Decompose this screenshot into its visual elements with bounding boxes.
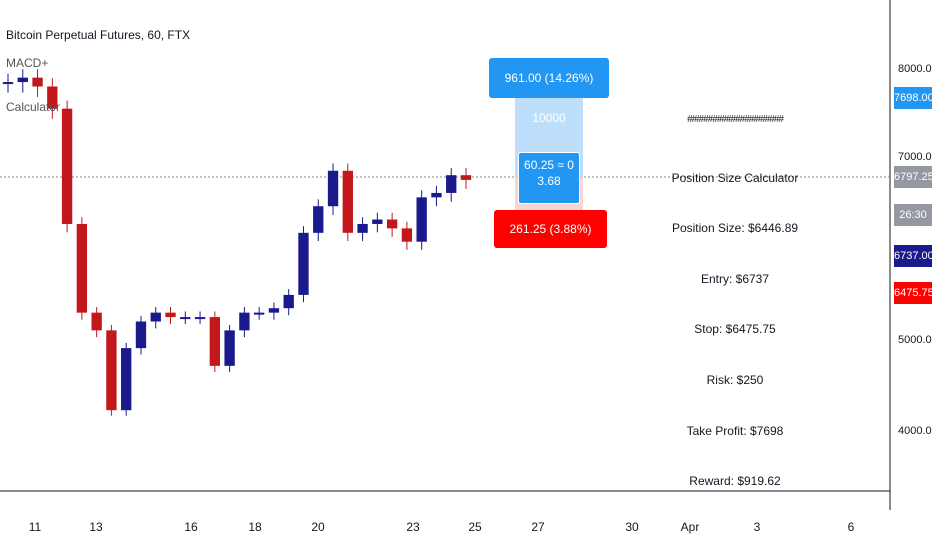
time-label-27: 27: [531, 520, 545, 534]
candle-body: [253, 312, 265, 315]
candle-body: [431, 192, 442, 198]
countdown-tag: 26:30: [894, 204, 932, 226]
target-price-tag: 7698.00: [894, 87, 932, 109]
candle-body: [327, 170, 339, 207]
price-label-5000: 5000.00: [898, 334, 932, 346]
candle-body: [76, 223, 88, 313]
time-label-25: 25: [468, 520, 482, 534]
candle-body: [416, 197, 427, 242]
candle-body: [32, 77, 43, 87]
candle-body: [2, 82, 14, 85]
calculator-stop: Stop: $6475.75: [694, 322, 776, 336]
calculator-hash-line: #####################: [687, 114, 784, 125]
candle-body: [91, 312, 102, 331]
candle-body: [342, 170, 353, 233]
time-label-13: 13: [89, 520, 103, 534]
calculator-take-profit: Take Profit: $7698: [686, 424, 784, 438]
candle-body: [239, 312, 250, 331]
stop-price-tag: 6475.75: [894, 282, 932, 304]
candle-body: [268, 308, 280, 313]
time-label-16: 16: [184, 520, 198, 534]
candle-body: [209, 317, 221, 366]
time-label-18: 18: [248, 520, 262, 534]
indicator-calculator-label[interactable]: Calculator: [6, 100, 61, 114]
position-center-line2: 3.68: [537, 174, 561, 188]
candle-body: [61, 108, 73, 224]
candle-body: [106, 330, 117, 411]
stop-label[interactable]: 261.25 (3.88%) 10000: [494, 210, 607, 274]
candle-body: [283, 294, 294, 309]
time-label-11: 11: [28, 520, 42, 534]
candle-body: [401, 228, 413, 242]
candle-body: [150, 312, 161, 322]
entry-price-tag: 6737.00: [894, 245, 932, 267]
price-label-7000: 7000.00: [898, 151, 932, 163]
time-label-20: 20: [311, 520, 325, 534]
indicator-macd-label[interactable]: MACD+: [6, 56, 49, 70]
calculator-position-size: Position Size: $6446.89: [671, 221, 799, 235]
calculator-risk: Risk: $250: [706, 373, 764, 387]
candle-body: [194, 317, 206, 320]
candle-body: [180, 317, 191, 320]
calculator-heading: Position Size Calculator: [671, 171, 799, 185]
time-label-3: 3: [753, 520, 761, 534]
position-center-line1: 60.25 ≈ 0: [524, 158, 574, 172]
calculator-entry: Entry: $6737: [700, 272, 770, 286]
time-label-23: 23: [406, 520, 420, 534]
calculator-reward: Reward: $919.62: [689, 474, 781, 488]
candle-body: [313, 206, 324, 233]
candle-body: [165, 312, 176, 318]
candle-body: [357, 223, 368, 233]
price-label-4000: 4000.00: [898, 425, 932, 437]
target-label[interactable]: 961.00 (14.26%) 10000: [489, 58, 609, 125]
time-label-30: 30: [625, 520, 639, 534]
candle-body: [386, 219, 398, 229]
candle-body: [121, 348, 132, 411]
time-label-apr: Apr: [680, 520, 700, 534]
candles: [2, 69, 472, 416]
candle-body: [224, 330, 235, 366]
time-label-6: 6: [847, 520, 855, 534]
chart-title: Bitcoin Perpetual Futures, 60, FTX: [6, 28, 191, 42]
candle-body: [460, 175, 472, 180]
candle-body: [298, 232, 309, 295]
candle-body: [135, 321, 147, 349]
last-price-tag: 6797.25: [894, 166, 932, 188]
price-label-8000: 8000.00: [898, 63, 932, 75]
candle-body: [446, 175, 457, 193]
candle-body: [17, 77, 28, 83]
position-center-box[interactable]: 60.25 ≈ 0 3.68: [518, 152, 580, 204]
candle-body: [372, 219, 383, 224]
candle-body: [47, 86, 58, 109]
